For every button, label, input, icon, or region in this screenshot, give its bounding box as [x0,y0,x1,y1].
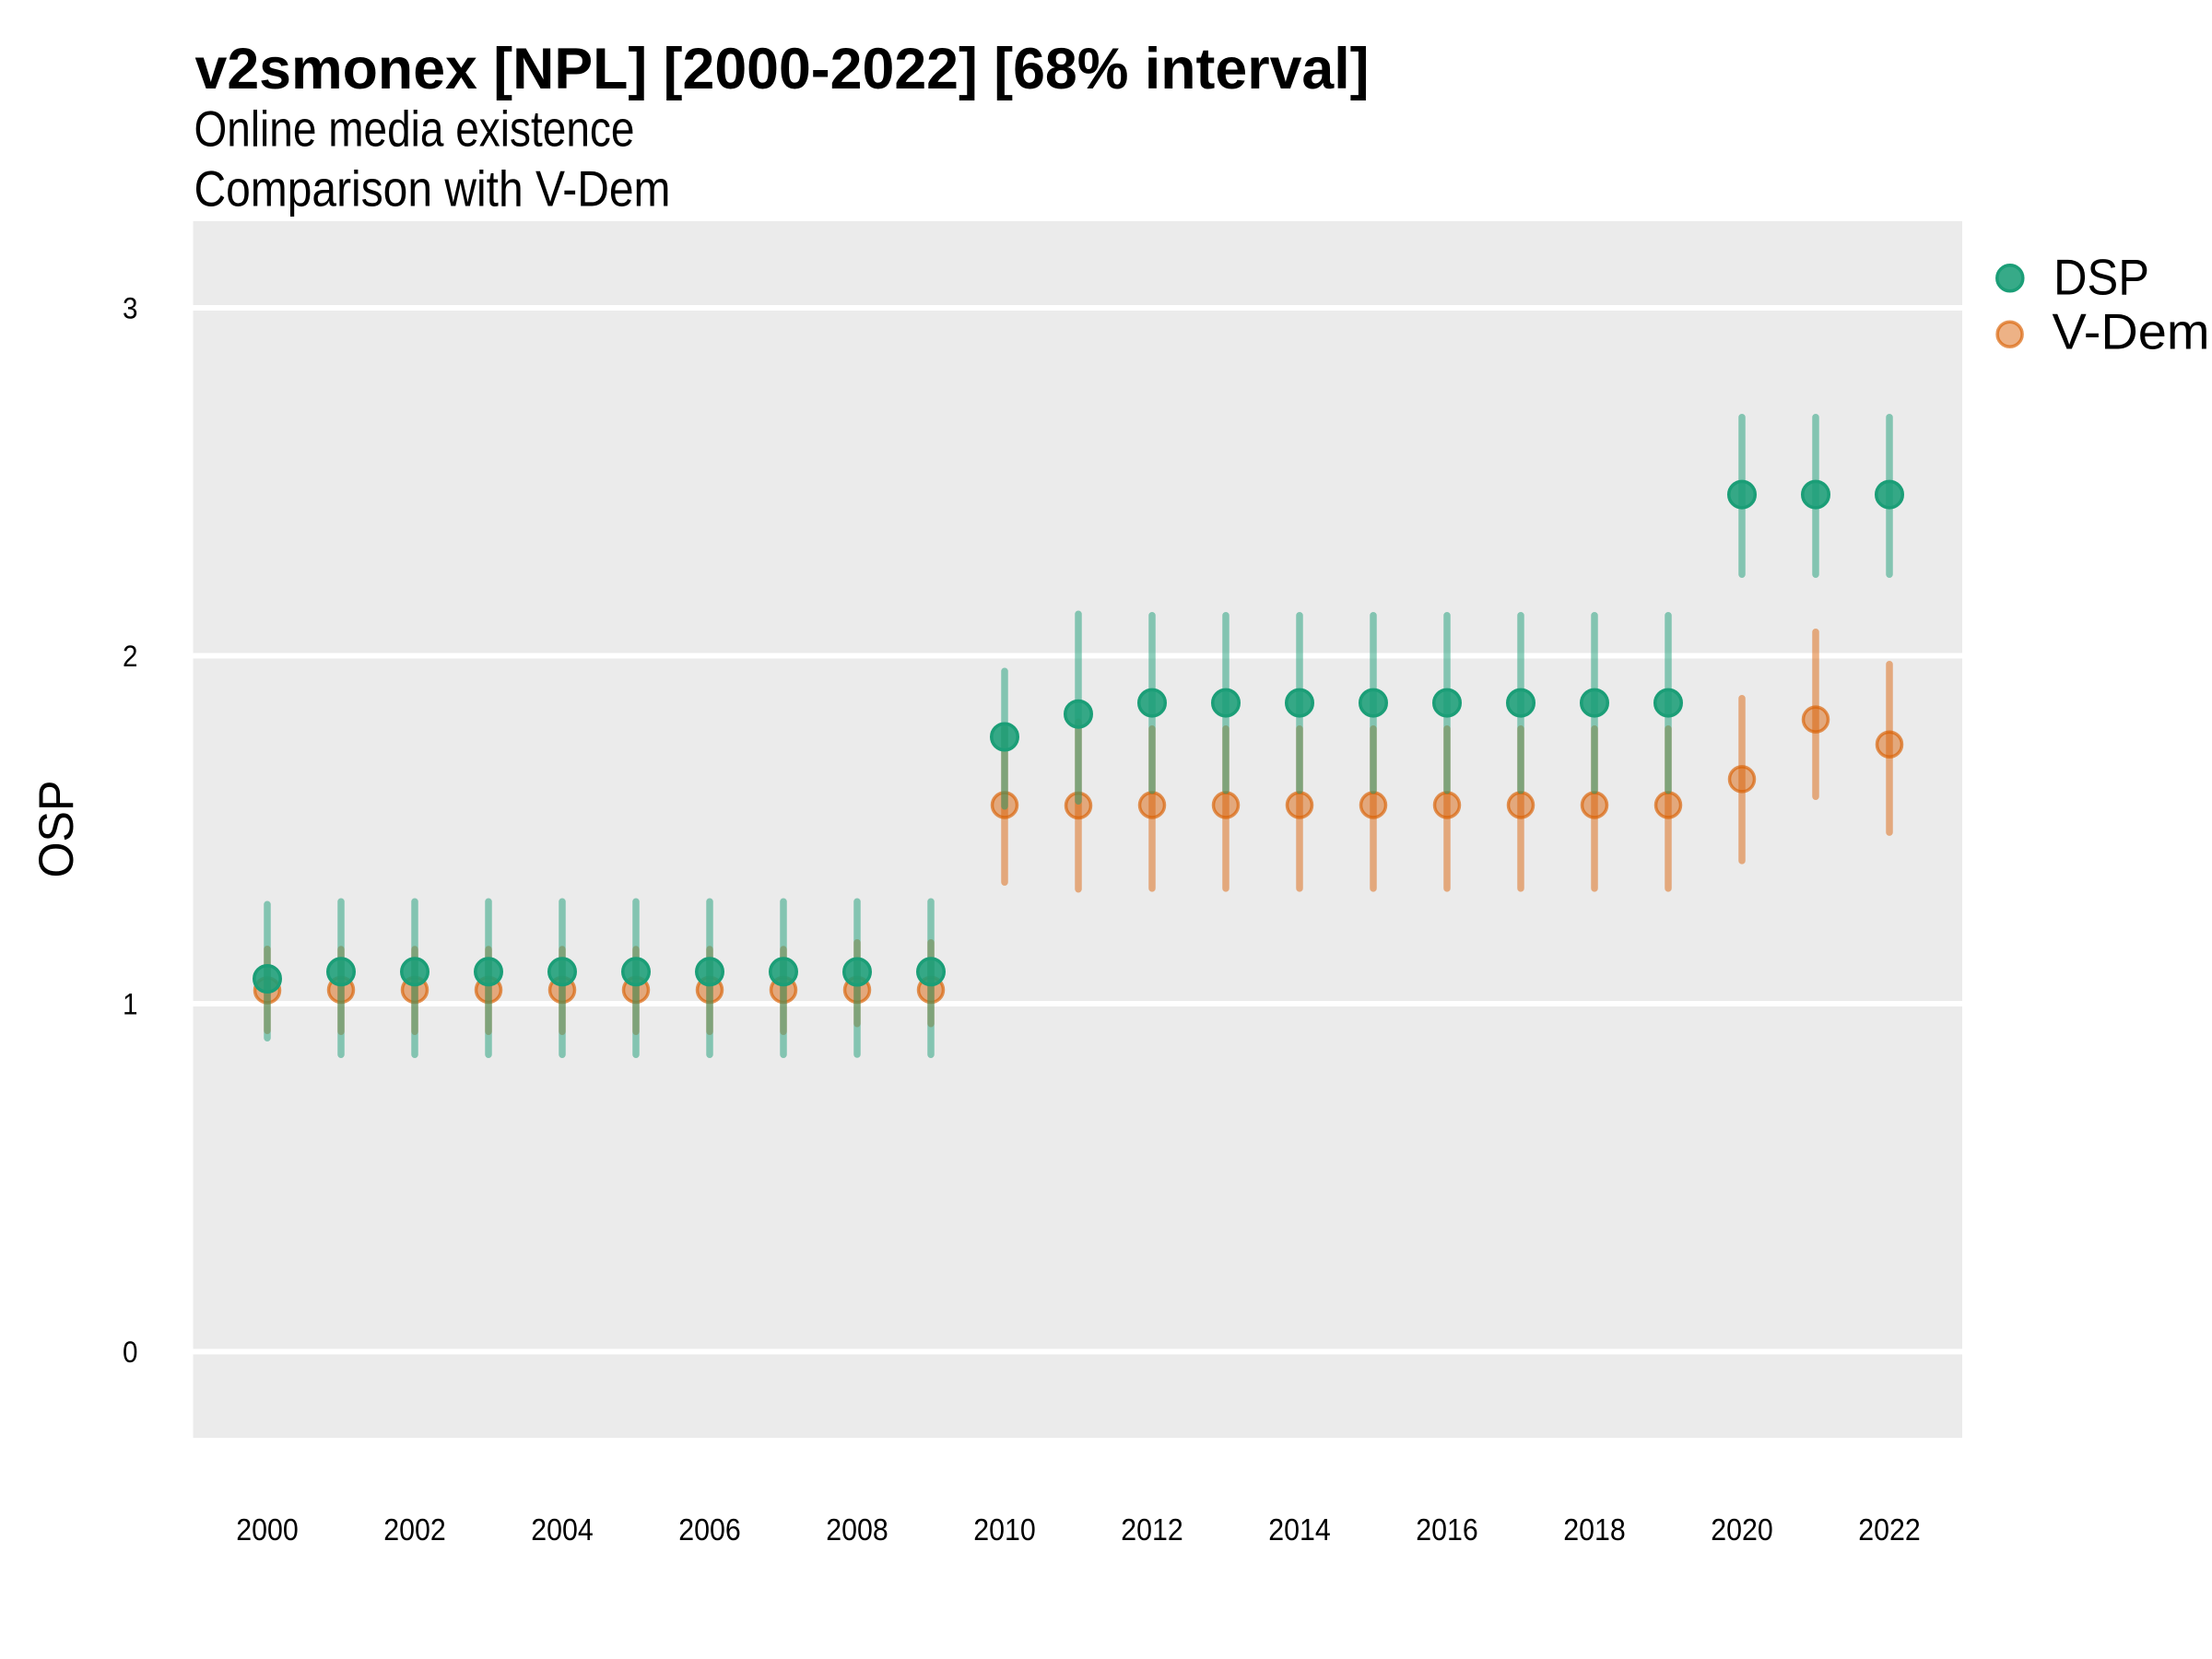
svg-text:DSP: DSP [2053,248,2149,305]
svg-text:2016: 2016 [1416,1512,1478,1547]
svg-text:2018: 2018 [1563,1512,1626,1547]
svg-text:2002: 2002 [383,1512,446,1547]
svg-text:2020: 2020 [1711,1512,1773,1547]
svg-text:v2smonex [NPL] [2000-2022] [68: v2smonex [NPL] [2000-2022] [68% interval… [195,37,1370,101]
svg-text:2014: 2014 [1268,1512,1331,1547]
svg-text:2008: 2008 [826,1512,888,1547]
svg-text:Comparison with V-Dem: Comparison with V-Dem [194,160,671,218]
svg-text:V-Dem: V-Dem [2053,303,2210,360]
svg-text:2: 2 [123,640,138,673]
svg-text:OSP: OSP [29,781,84,878]
svg-text:2006: 2006 [678,1512,741,1547]
svg-text:2000: 2000 [236,1512,299,1547]
svg-text:2010: 2010 [973,1512,1036,1547]
svg-text:Online media existence: Online media existence [194,100,635,158]
svg-text:1: 1 [123,988,138,1021]
svg-text:0: 0 [123,1335,138,1369]
svg-text:2004: 2004 [531,1512,594,1547]
svg-text:2022: 2022 [1858,1512,1921,1547]
svg-text:3: 3 [123,292,138,325]
svg-text:2012: 2012 [1121,1512,1183,1547]
